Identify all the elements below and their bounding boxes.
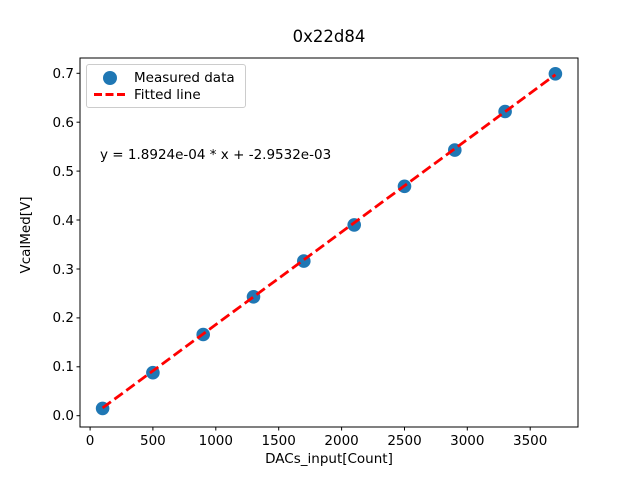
y-tick-label: 0.4 xyxy=(52,212,74,229)
legend-item-fitted-line: Fitted line xyxy=(94,86,238,103)
legend: Measured data Fitted line xyxy=(86,64,246,108)
chart-title: 0x22d84 xyxy=(292,27,366,46)
x-tick-label: 1500 xyxy=(261,433,296,449)
legend-label-fitted-line: Fitted line xyxy=(134,86,201,103)
legend-handle xyxy=(94,70,125,85)
fitted-line xyxy=(101,73,557,410)
y-tick-label: 0.0 xyxy=(52,408,74,425)
legend-handle xyxy=(94,93,125,96)
axes-spines xyxy=(79,57,579,428)
data-point xyxy=(548,67,563,81)
x-tick-label: 2500 xyxy=(387,433,422,449)
x-tick-label: 500 xyxy=(140,433,166,449)
fit-equation-annotation: y = 1.8924e-04 * x + -2.9532e-03 xyxy=(100,147,332,163)
fitted-line-dash-icon xyxy=(94,93,125,96)
y-tick-label: 0.7 xyxy=(52,65,74,82)
measured-data-marker-icon xyxy=(102,70,117,85)
x-tick-label: 2000 xyxy=(324,433,359,449)
y-tick-label: 0.5 xyxy=(52,163,74,180)
y-tick-label: 0.2 xyxy=(52,310,74,327)
legend-item-measured-data: Measured data xyxy=(94,69,238,86)
x-tick-label: 3000 xyxy=(450,433,485,449)
x-tick-label: 1000 xyxy=(198,433,233,449)
x-tick-label: 3500 xyxy=(513,433,548,449)
y-tick-label: 0.1 xyxy=(52,359,74,376)
y-tick-label: 0.3 xyxy=(52,261,74,278)
x-tick-label: 0 xyxy=(85,433,95,449)
y-axis-label: VcalMed[V] xyxy=(18,196,34,274)
y-tick-label: 0.6 xyxy=(52,114,74,131)
x-axis-label: DACs_input[Count] xyxy=(265,451,393,467)
legend-label-measured-data: Measured data xyxy=(134,69,235,86)
